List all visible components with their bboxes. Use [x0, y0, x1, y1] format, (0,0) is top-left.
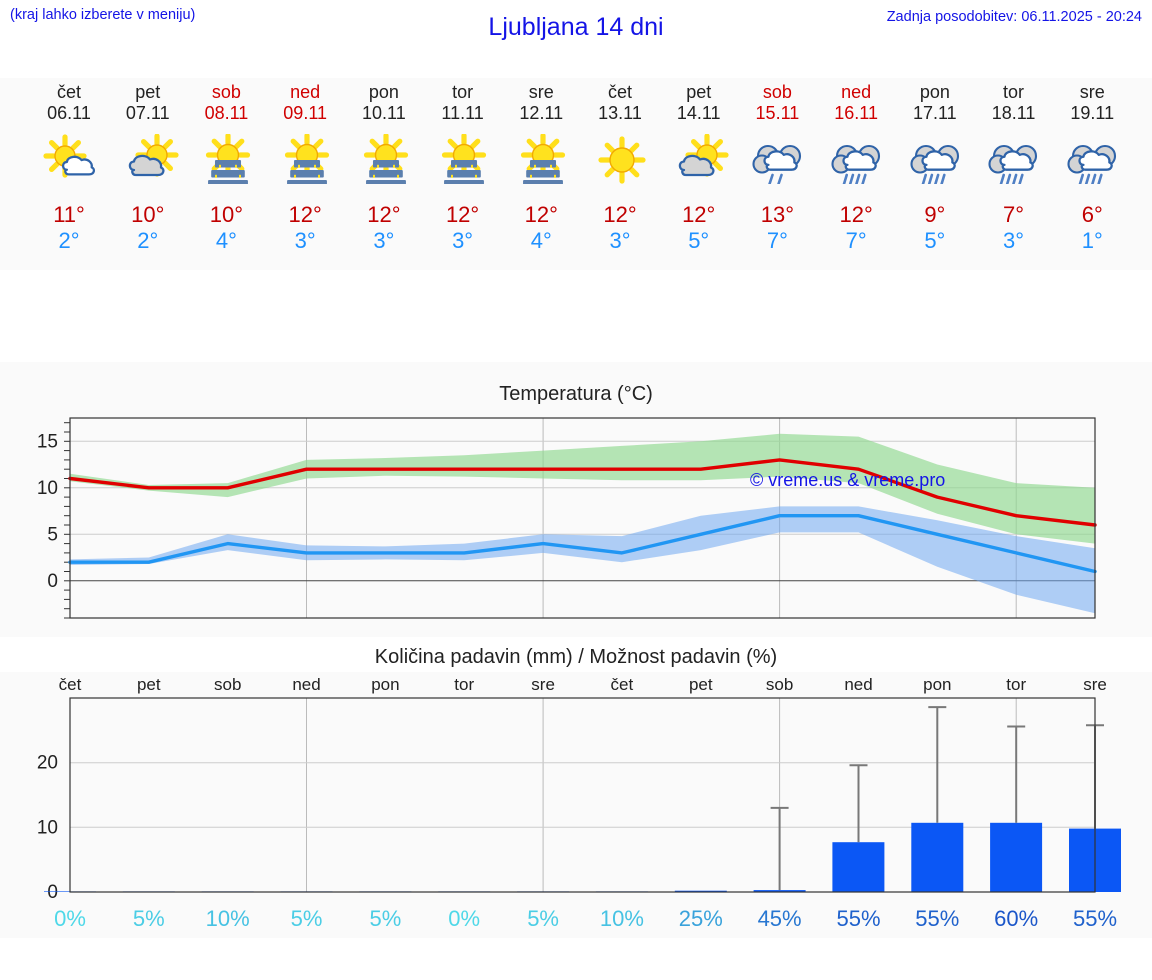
- svg-text:55%: 55%: [915, 906, 959, 931]
- svg-text:5: 5: [47, 524, 58, 545]
- svg-text:5%: 5%: [133, 906, 165, 931]
- svg-text:0: 0: [47, 571, 58, 592]
- svg-text:sob: sob: [214, 675, 241, 694]
- svg-text:15: 15: [37, 431, 58, 452]
- svg-text:55%: 55%: [1073, 906, 1117, 931]
- svg-text:10: 10: [37, 817, 58, 838]
- svg-text:© vreme.us & vreme.pro: © vreme.us & vreme.pro: [750, 470, 945, 490]
- svg-text:pet: pet: [689, 675, 713, 694]
- svg-text:pon: pon: [371, 675, 399, 694]
- svg-text:sre: sre: [531, 675, 555, 694]
- svg-text:sre: sre: [1083, 675, 1107, 694]
- svg-text:tor: tor: [1006, 675, 1026, 694]
- svg-text:10%: 10%: [206, 906, 250, 931]
- svg-text:ned: ned: [292, 675, 320, 694]
- svg-text:10: 10: [37, 478, 58, 499]
- svg-text:ned: ned: [844, 675, 872, 694]
- svg-text:Količina padavin (mm) / Možnos: Količina padavin (mm) / Možnost padavin …: [375, 646, 777, 668]
- svg-text:5%: 5%: [370, 906, 402, 931]
- svg-text:čet: čet: [611, 675, 634, 694]
- svg-text:60%: 60%: [994, 906, 1038, 931]
- svg-text:pet: pet: [137, 675, 161, 694]
- svg-text:55%: 55%: [836, 906, 880, 931]
- svg-text:45%: 45%: [758, 906, 802, 931]
- svg-text:0%: 0%: [54, 906, 86, 931]
- svg-text:čet: čet: [59, 675, 82, 694]
- svg-text:pon: pon: [923, 675, 951, 694]
- svg-text:0: 0: [47, 882, 58, 903]
- svg-text:0%: 0%: [448, 906, 480, 931]
- svg-text:25%: 25%: [679, 906, 723, 931]
- svg-text:5%: 5%: [291, 906, 323, 931]
- svg-text:5%: 5%: [527, 906, 559, 931]
- svg-text:sob: sob: [766, 675, 793, 694]
- svg-text:20: 20: [37, 753, 58, 774]
- svg-text:Temperatura (°C): Temperatura (°C): [499, 383, 653, 405]
- svg-text:tor: tor: [454, 675, 474, 694]
- svg-text:10%: 10%: [600, 906, 644, 931]
